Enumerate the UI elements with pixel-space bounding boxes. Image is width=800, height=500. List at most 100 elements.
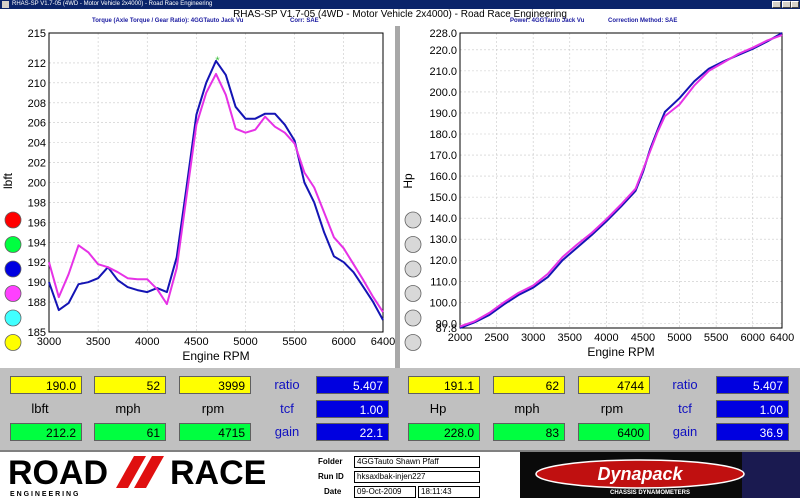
x-tick-label: 4000 [594,332,618,344]
date-value: 09-Oct-2009 [354,486,416,498]
series-selector-dot [404,260,422,278]
power-chart: 2000 2500 3000 3500 4000 4500 5000 5500 6000 6400… [401,28,794,359]
x-tick-label: 2500 [484,332,508,344]
logo-race-text: RACE [170,454,266,492]
x-tick-label: 6400 [770,332,794,344]
main-title: RHAS-SP V1.7-05 (4WD - Motor Vehicle 2x4… [233,9,567,20]
left-mph-cursor-value: 52 [94,376,166,394]
right-hp-cursor-value: 191.1 [408,376,480,394]
window-title-bar: RHAS-SP V1.7-05 (4WD - Motor Vehicle 2x4… [0,0,800,9]
left-lbft-label: lbft [31,401,49,416]
dynapack-logo: Dynapack CHASSIS DYNAMOMETERS [520,452,800,498]
y-tick-label: 110.0 [430,276,457,288]
y-tick-label: 196 [28,217,46,229]
y-tick-label: 188 [28,297,46,309]
left-mph-peak-value: 61 [94,423,166,441]
left-mph-label: mph [115,401,141,416]
y-tick-label: 140.0 [429,213,457,225]
left-tcf-value: 1.00 [316,400,389,418]
y-tick-label: 190 [28,277,46,289]
app-icon [2,1,9,8]
left-gain-value: 22.1 [316,423,389,441]
series-selector-dot [4,260,22,278]
x-tick-label: 6400 [371,336,395,348]
x-tick-label: 2000 [448,332,472,344]
peak-marker: * [215,55,220,67]
x-tick-label: 4500 [184,336,208,348]
right-mph-cursor-value: 62 [493,376,565,394]
torque-chart: 3000 3500 4000 4500 5000 5500 6000 6400 185 188 19… [1,28,395,363]
right-gain-value: 36.9 [716,423,789,441]
y-tick-label: 206 [28,118,46,130]
y-tick-label: 215 [28,28,46,40]
x-tick-label: 5500 [282,336,306,348]
x-tick-label: 5000 [233,336,257,348]
dynapack-subtext: CHASSIS DYNAMOMETERS [610,490,690,496]
y-tick-label: 150.0 [429,192,457,204]
y-tick-label: 200 [28,178,46,190]
folder-value: 4GGTauto Shawn Pfaff [354,456,480,468]
x-axis-label: Engine RPM [587,345,654,359]
x-tick-label: 4500 [631,332,655,344]
plot-frame [459,32,783,329]
y-tick-label: 208 [28,98,46,110]
torque-chart-panel: 3000 3500 4000 4500 5000 5500 6000 6400 185 188 19… [0,26,395,368]
series-selector-dot [4,309,22,327]
series-selector-dot [4,285,22,302]
y-tick-label: 202 [28,158,46,170]
y-tick-label: 192 [28,257,46,269]
torque-subtitle: Torque (Axle Torque / Gear Ratio): 4GGTa… [92,18,244,24]
logo-road-text: ROAD [8,454,108,492]
y-tick-label: 228.0 [429,28,457,40]
x-tick-label: 3000 [37,336,61,348]
runid-label: Run ID [318,472,344,481]
y-tick-label: 220.0 [429,45,457,57]
right-hp-label: Hp [429,401,447,416]
series-selector-dot [404,236,422,253]
y-tick-label: 100.0 [429,297,457,309]
logo-slash-1 [116,456,146,488]
right-tcf-value: 1.00 [716,400,789,418]
logo-slash-2 [134,456,164,488]
y-tick-label: 210 [28,78,46,90]
chart-header: RHAS-SP V1.7-05 (4WD - Motor Vehicle 2x4… [0,9,800,26]
right-ratio-value: 5.407 [716,376,789,394]
close-button[interactable] [791,1,799,8]
series-selector-dot [404,334,422,351]
x-tick-label: 3500 [86,336,110,348]
left-rpm-cursor-value: 3999 [179,376,251,394]
panel-divider [395,26,400,368]
y-tick-label: 194 [28,237,46,249]
power-correction: Correction Method: SAE [608,18,678,24]
date-label: Date [324,487,342,496]
y-tick-label: 185 [28,327,46,339]
series-line-magenta [459,34,783,328]
minimize-button[interactable] [772,1,781,8]
y-tick-label: 180.0 [429,129,457,141]
folder-label: Folder [318,457,343,466]
power-subtitle: Power: 4GGTauto Jack Vu [510,18,585,24]
time-value: 18:11:43 [418,486,480,498]
readout-area: 190.0 52 3999 lbft mph rpm 212.2 61 4715… [0,368,800,450]
right-rpm-peak-value: 6400 [578,423,650,441]
series-selector-dot [404,285,422,302]
x-tick-label: 3500 [558,332,582,344]
y-tick-label: 200.0 [429,87,457,99]
series-line-magenta [48,72,384,313]
left-lbft-peak-value: 212.2 [10,423,82,441]
x-tick-label: 5500 [704,332,728,344]
y-tick-label: 160.0 [429,171,457,183]
y-tick-label: 212 [28,58,46,70]
series-line-blue [48,59,384,321]
series-selector-dot [4,334,22,351]
left-gain-label: gain [274,424,300,439]
right-gain-label: gain [672,424,698,439]
right-mph-label: mph [514,401,540,416]
road-race-logo: ROAD RACE E N G I N E E R I N G [8,454,266,498]
x-tick-label: 5000 [667,332,691,344]
maximize-button[interactable] [782,1,791,8]
x-tick-label: 6000 [331,336,355,348]
series-selector-dot [4,236,22,253]
y-tick-label: 190.0 [429,108,457,120]
